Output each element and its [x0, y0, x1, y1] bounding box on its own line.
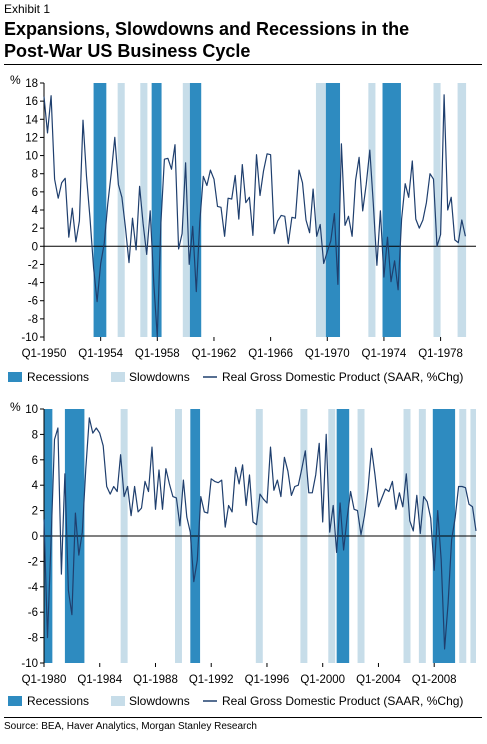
unit-label: % — [10, 73, 21, 87]
legend-label-slowdowns: Slowdowns — [129, 694, 190, 708]
y-tick-label: 2 — [32, 223, 38, 235]
gdp-series-line — [43, 94, 466, 338]
legend-label-gdp: Real Gross Domestic Product (SAAR, %Chg) — [222, 370, 463, 384]
legend-label-gdp: Real Gross Domestic Product (SAAR, %Chg) — [222, 694, 463, 708]
x-tick-label: Q1-1950 — [22, 348, 67, 360]
unit-label: % — [10, 400, 21, 414]
y-tick-label: 0 — [32, 241, 38, 253]
y-tick-label: 8 — [32, 429, 38, 441]
recession-band — [189, 83, 202, 337]
x-tick-label: Q1-1954 — [78, 348, 123, 360]
legend-label-recessions: Recessions — [27, 694, 89, 708]
legend: Recessions Slowdowns Real Gross Domestic P… — [8, 694, 463, 708]
legend: Recessions Slowdowns Real Gross Domestic P… — [8, 370, 463, 384]
legend-swatch-slowdowns — [111, 696, 125, 706]
legend-swatch-slowdowns — [111, 372, 125, 382]
y-tick-label: 8 — [32, 169, 38, 181]
x-tick-label: Q1-2008 — [412, 674, 457, 686]
gdp-series-line — [43, 417, 477, 650]
y-tick-label: -10 — [21, 332, 38, 344]
source-rule — [4, 717, 482, 718]
chart-1950-1980: % -10 -8 -6 -4 -2 0 2 4 6 8 10 12 14 16 18 Q1-1950 Q1-195… — [8, 73, 476, 384]
y-tick-label: 6 — [32, 187, 38, 199]
legend-label-slowdowns: Slowdowns — [129, 370, 190, 384]
x-tick-label: Q1-1988 — [133, 674, 178, 686]
x-tick-label: Q1-1984 — [77, 674, 122, 686]
y-tick-label: 2 — [32, 506, 38, 518]
recession-band — [93, 83, 107, 337]
y-tick-label: -4 — [28, 278, 39, 290]
x-tick-label: Q1-2004 — [356, 674, 401, 686]
legend-swatch-recessions — [8, 696, 22, 706]
legend-label-recessions: Recessions — [27, 370, 89, 384]
recession-band — [151, 83, 162, 337]
y-tick-label: 14 — [25, 114, 38, 126]
y-tick-label: 0 — [32, 531, 38, 543]
x-tick-label: Q1-1966 — [248, 348, 293, 360]
y-tick-label: -10 — [21, 658, 38, 670]
legend-swatch-recessions — [8, 372, 22, 382]
y-tick-label: -6 — [28, 296, 38, 308]
y-tick-label: -4 — [28, 582, 39, 594]
slowdown-band — [368, 83, 376, 337]
chart-title-line-2: Post-War US Business Cycle — [4, 41, 251, 61]
slowdown-band — [182, 83, 190, 337]
y-tick-label: 16 — [25, 96, 38, 108]
chart-title: Expansions, Slowdowns and Recessions in … — [4, 18, 409, 62]
y-tick-label: -2 — [28, 259, 38, 271]
y-tick-label: 6 — [32, 455, 38, 467]
title-rule — [4, 64, 482, 65]
x-tick-label: Q1-2000 — [300, 674, 345, 686]
y-tick-label: 4 — [32, 480, 39, 492]
x-tick-label: Q1-1958 — [135, 348, 180, 360]
slowdown-band — [117, 83, 125, 337]
source-note: Source: BEA, Haver Analytics, Morgan Sta… — [4, 721, 257, 732]
slowdown-band — [433, 83, 441, 337]
y-tick-label: -8 — [28, 314, 38, 326]
x-tick-label: Q1-1978 — [418, 348, 463, 360]
y-tick-label: 10 — [25, 404, 38, 416]
x-tick-label: Q1-1974 — [362, 348, 407, 360]
slowdown-band — [457, 83, 467, 337]
y-tick-label: -2 — [28, 556, 38, 568]
y-tick-label: 12 — [25, 132, 38, 144]
y-tick-label: 10 — [25, 151, 38, 163]
chart-title-line-1: Expansions, Slowdowns and Recessions in … — [4, 19, 410, 39]
y-tick-label: 18 — [25, 78, 38, 90]
slowdown-band — [140, 83, 148, 337]
x-tick-label: Q1-1962 — [192, 348, 237, 360]
chart-1980-2010: % -10 -8 -6 -4 -2 0 2 4 6 8 10 Q1-1980 Q1-1984 Q1-1988… — [8, 400, 477, 708]
recession-band — [382, 83, 401, 337]
x-tick-label: Q1-1980 — [22, 674, 67, 686]
x-tick-label: Q1-1970 — [305, 348, 350, 360]
y-tick-label: 4 — [32, 205, 39, 217]
exhibit-label: Exhibit 1 — [4, 2, 51, 16]
slowdown-band — [315, 83, 326, 337]
y-tick-label: -8 — [28, 633, 38, 645]
recession-band — [325, 83, 341, 337]
x-tick-label: Q1-1996 — [245, 674, 290, 686]
y-tick-label: -6 — [28, 607, 38, 619]
x-tick-label: Q1-1992 — [189, 674, 234, 686]
